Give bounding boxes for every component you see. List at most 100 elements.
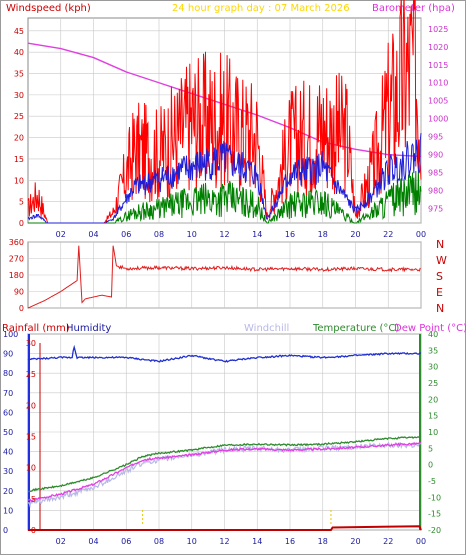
rain-y-tick: 10 [26,464,36,473]
temp-y-tick: 35 [428,346,438,355]
direction-grid [28,241,422,309]
compass-label-s: S [436,270,443,283]
graph-title: 24 hour graph day : 07 March 2026 [172,3,350,14]
temp-y-tick: 30 [428,363,438,372]
temp-y-tick: 0 [428,461,433,470]
tick-label-layer: 0510152025303540459759809859909951000100… [3,25,448,546]
temperature-line [27,435,422,493]
humidity-y-tick: 50 [3,428,13,437]
temp-x-tick: 20 [350,537,360,546]
wind-x-tick: 22 [383,230,393,239]
temp-y-tick: 25 [428,379,438,388]
rain-y-tick: 30 [26,339,36,348]
humidity-y-tick: 40 [3,448,13,457]
temp-x-tick: 16 [285,537,295,546]
humidity-y-tick: 10 [3,506,13,515]
temp-x-tick: 02 [56,537,66,546]
wind-y-tick: 15 [14,155,24,164]
humidity-y-tick: 30 [3,467,13,476]
wind-y-tick: 5 [19,198,24,207]
wind-x-tick: 06 [121,230,131,239]
direction-y-tick: 360 [9,238,24,247]
rain-y-tick: 5 [31,495,36,504]
barometer-y-tick: 975 [428,205,443,214]
temp-y-tick: 20 [428,395,438,404]
rainfall-line [28,525,422,531]
compass-label-e: E [436,286,443,299]
wind-x-tick: 14 [252,230,262,239]
temp-y-tick: -10 [428,493,441,502]
barometer-y-tick: 1015 [428,61,448,70]
wind-x-tick: 08 [154,230,164,239]
windspeed-axis-title: Windspeed (kph) [6,3,91,14]
temperature-axis-title: Temperature (°C) [312,323,399,334]
wind-y-tick: 45 [14,27,24,36]
temp-x-tick: 12 [219,537,229,546]
humidity-y-tick: 0 [3,526,8,535]
series-layer [27,0,422,531]
temp-y-tick: 40 [428,330,438,339]
windchill-legend: Windchill [244,323,289,334]
dewpoint-line [27,441,422,502]
wind-y-tick: 25 [14,112,24,121]
temp-x-tick: 14 [252,537,262,546]
barometer-y-tick: 1025 [428,25,448,34]
barometer-y-tick: 1005 [428,97,448,106]
wind-x-tick: 18 [318,230,328,239]
wind-x-tick: 20 [350,230,360,239]
rain-y-tick: 20 [26,401,36,410]
wind-x-tick: 00 [416,230,426,239]
wind-y-tick: 0 [19,219,24,228]
barometer-y-tick: 995 [428,133,443,142]
wind-y-tick: 10 [14,176,24,185]
temp-y-tick: 10 [428,428,438,437]
wind-average-line [27,133,422,224]
dewpoint-axis-title: Dew Point (°C) [394,323,466,334]
wind-direction-line [27,245,421,309]
temp-x-tick: 10 [187,537,197,546]
humidity-y-tick: 90 [3,350,13,359]
compass-label-w: W [436,254,447,267]
wind-x-tick: 16 [285,230,295,239]
humidity-y-tick: 100 [3,330,18,339]
temp-y-tick: -5 [428,477,436,486]
direction-y-tick: 90 [14,288,24,297]
wind-y-tick: 30 [14,91,24,100]
barometer-y-tick: 990 [428,151,443,160]
wind-x-tick: 12 [219,230,229,239]
temp-y-tick: 15 [428,412,438,421]
direction-y-tick: 270 [9,255,24,264]
temp-y-tick: -15 [428,510,441,519]
humidity-axis-title: Humidity [66,323,111,334]
barometer-y-tick: 985 [428,169,443,178]
rain-y-tick: 25 [26,370,36,379]
humidity-y-tick: 60 [3,408,13,417]
humidity-y-tick: 70 [3,389,13,398]
direction-y-tick: 180 [9,271,24,280]
rainfall-axis-title: Rainfall (mm) [2,323,70,334]
barometer-y-tick: 980 [428,187,443,196]
temp-y-tick: -20 [428,526,441,535]
wind-x-tick: 04 [88,230,98,239]
temp-y-tick: 5 [428,444,433,453]
temp-x-tick: 08 [154,537,164,546]
wind-y-tick: 40 [14,48,24,57]
rain-y-tick: 0 [31,526,36,535]
temp-x-tick: 00 [416,537,426,546]
wind-y-tick: 35 [14,70,24,79]
wind-x-tick: 02 [56,230,66,239]
humidity-line [27,344,422,363]
direction-y-tick: 0 [19,304,24,313]
temp-x-tick: 22 [383,537,393,546]
humidity-y-tick: 80 [3,369,13,378]
temp-x-tick: 04 [88,537,98,546]
compass-label-n: N [436,238,444,251]
barometer-y-tick: 1020 [428,43,448,52]
rain-y-tick: 15 [26,433,36,442]
barometer-y-tick: 1010 [428,79,448,88]
temp-x-tick: 18 [318,537,328,546]
humidity-y-tick: 20 [3,487,13,496]
barometer-y-tick: 1000 [428,115,448,124]
temp-x-tick: 06 [121,537,131,546]
